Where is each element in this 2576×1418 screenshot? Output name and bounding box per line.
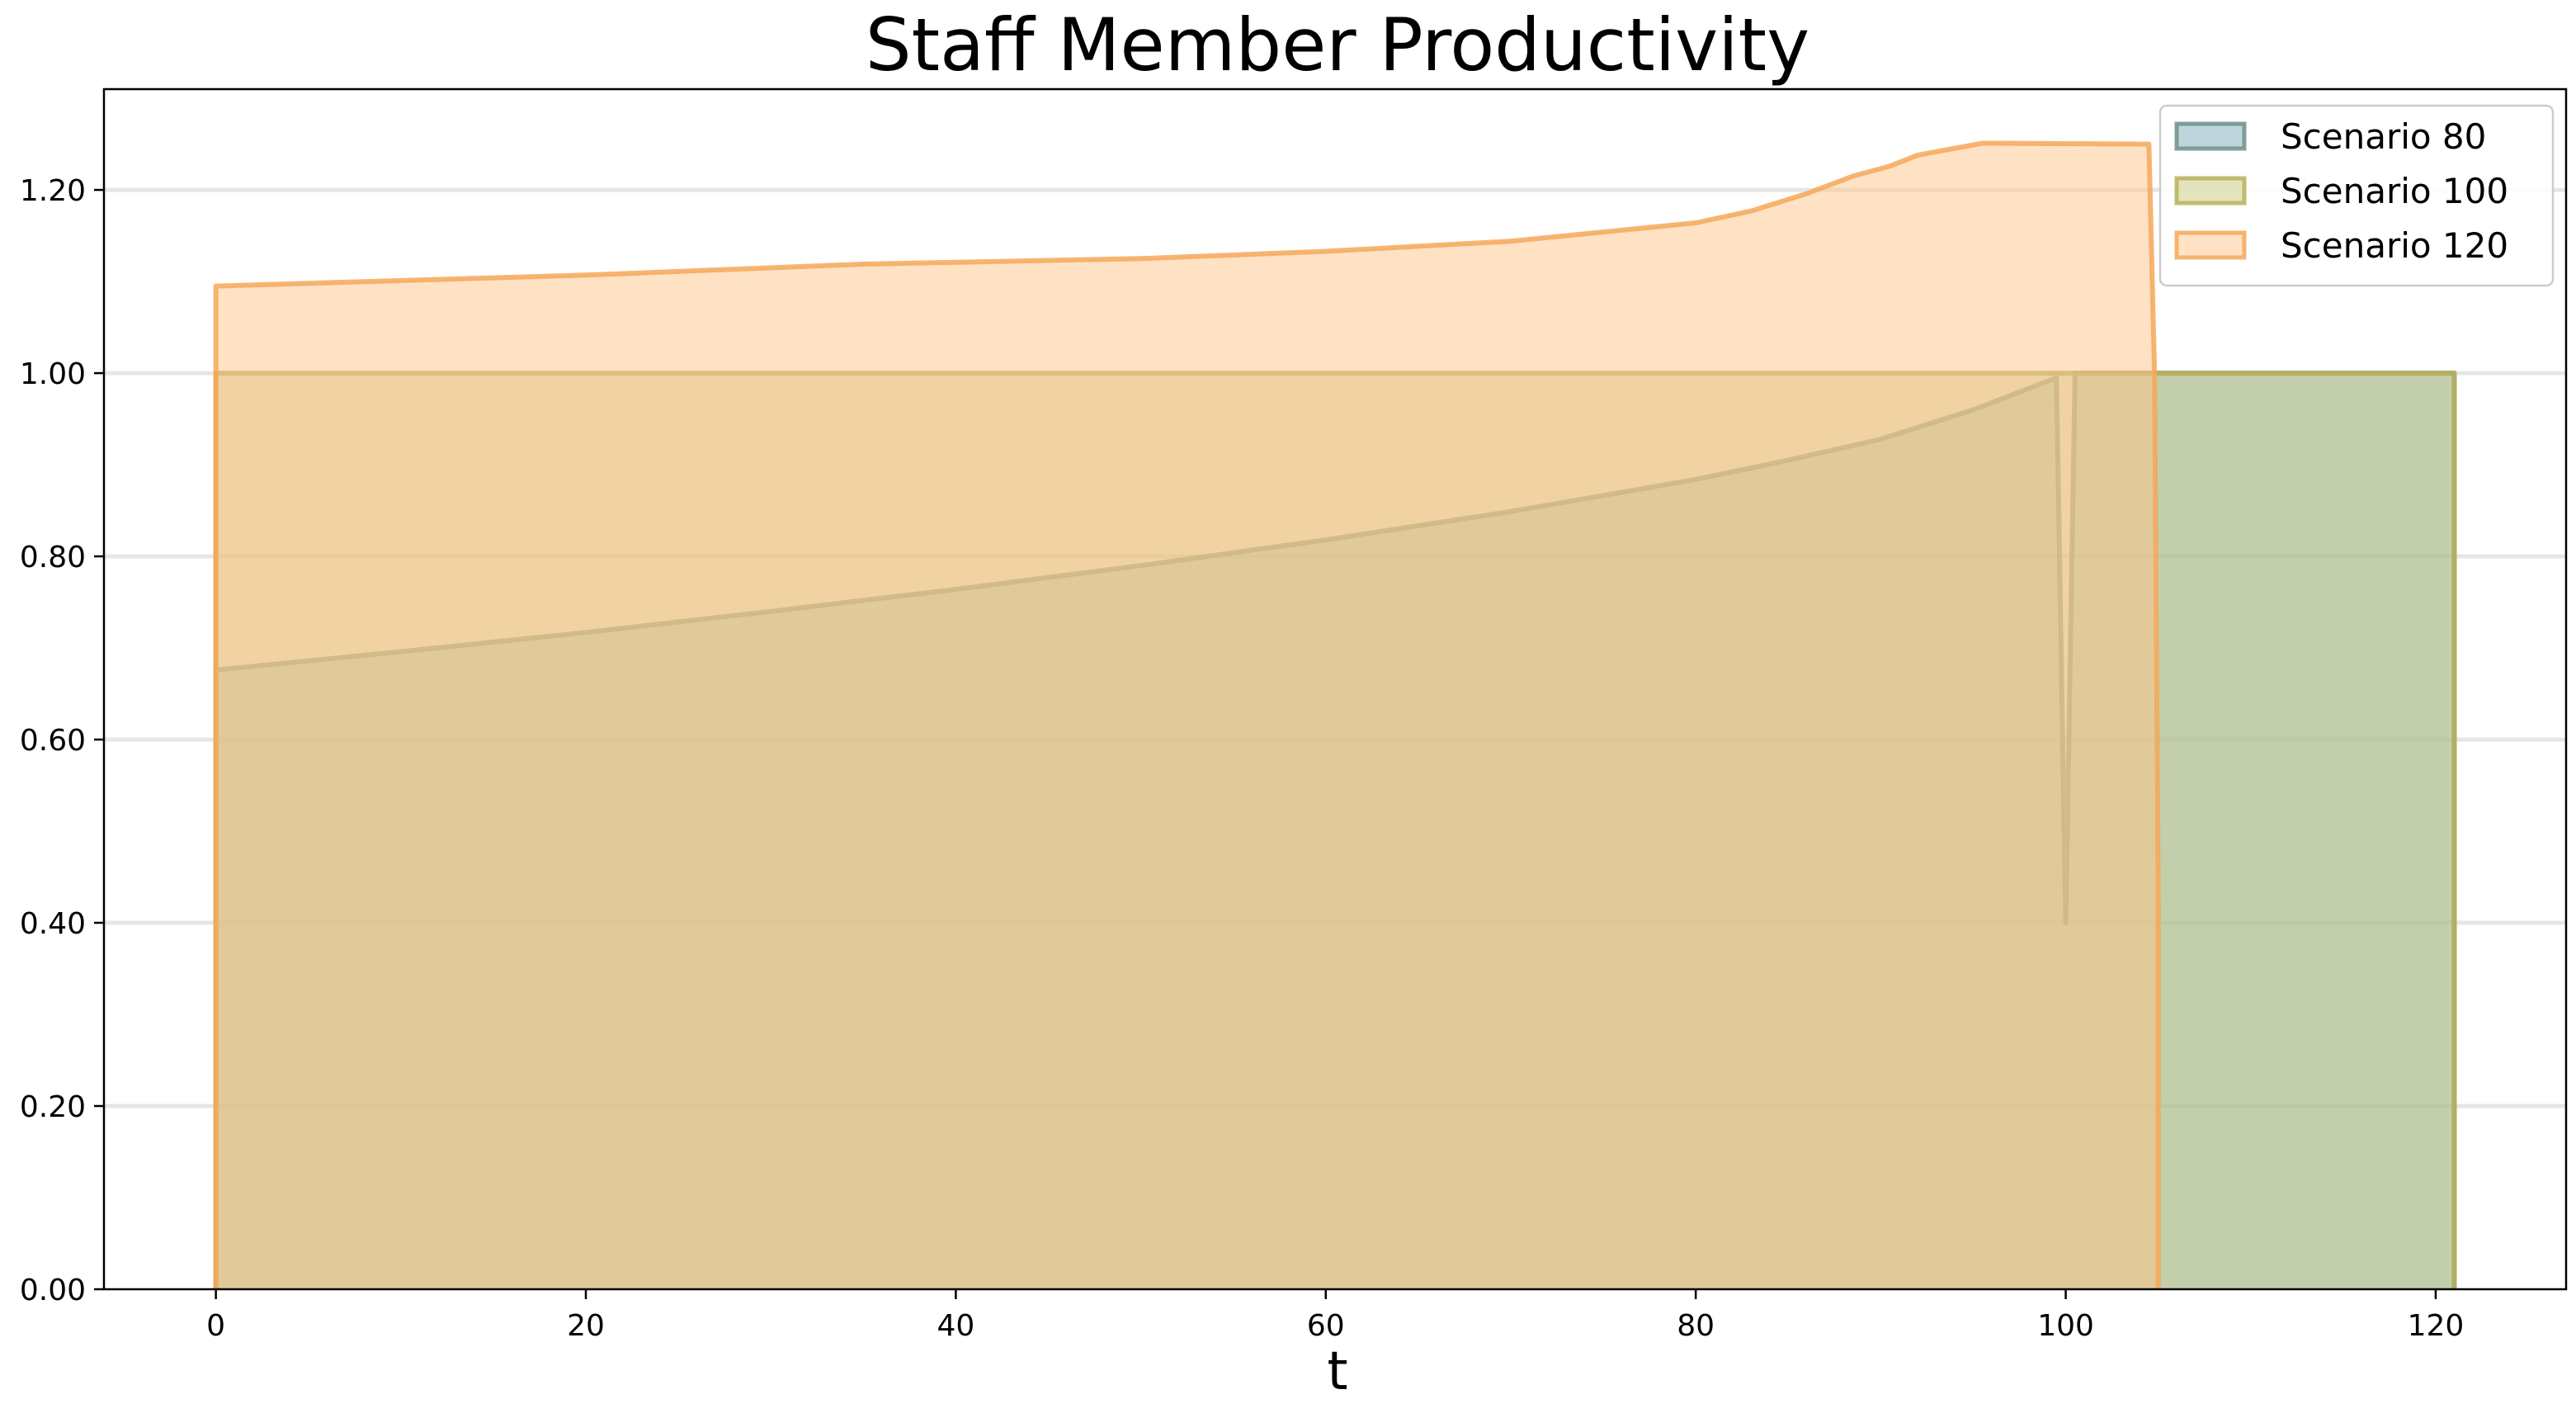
x-tick-label: 100 [2037, 1309, 2094, 1343]
x-tick-label: 0 [206, 1309, 225, 1343]
y-tick-label: 0.40 [20, 907, 86, 941]
series-line-3 [213, 140, 2161, 1289]
x-tick-label: 120 [2408, 1309, 2465, 1343]
y-tick-label: 0.20 [20, 1090, 86, 1124]
series-layer [213, 140, 2457, 1290]
x-axis-label: t [1327, 1341, 1347, 1402]
x-tick-label: 40 [937, 1309, 974, 1343]
legend-box [2158, 104, 2555, 287]
legend-label-1: Scenario 80 [2281, 116, 2486, 157]
plot-frame [102, 87, 2568, 1291]
legend-swatch-1 [2174, 121, 2247, 151]
legend-label-2: Scenario 100 [2281, 171, 2508, 211]
legend-swatch-2 [2174, 176, 2247, 206]
x-tick-label: 60 [1307, 1309, 1345, 1343]
y-tick-label: 0.60 [20, 724, 86, 758]
y-tick-label: 1.20 [20, 174, 86, 208]
x-tick-label: 80 [1677, 1309, 1715, 1343]
axes-layer: 0 20 40 60 80 100 120 0.00 0.20 0.40 0.60 0.80 1.00 1… [20, 87, 2568, 1343]
chart-title: Staff Member Productivity [866, 2, 1810, 87]
legend-swatch-3 [2174, 230, 2247, 260]
legend-label-3: Scenario 120 [2281, 225, 2508, 266]
y-tick-label: 0.80 [20, 541, 86, 574]
legend: Scenario 80 Scenario 100 Scenario 120 [2158, 104, 2555, 287]
y-tick-label: 1.00 [20, 357, 86, 391]
y-tick-label: 0.00 [20, 1274, 86, 1307]
series-area-3 [215, 143, 2158, 1289]
x-tick-label: 20 [567, 1309, 605, 1343]
